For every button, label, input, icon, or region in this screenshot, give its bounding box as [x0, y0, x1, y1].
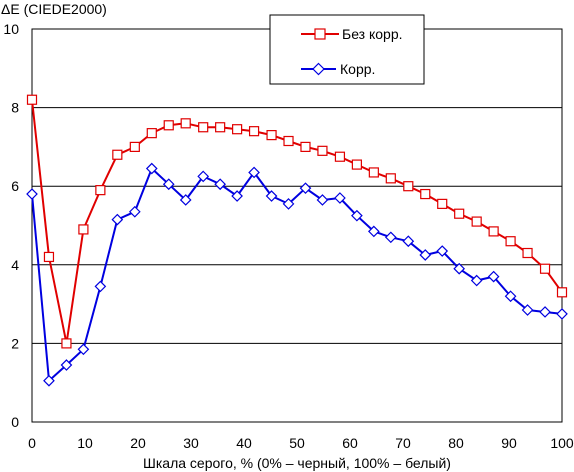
y-tick-label-1: 2 [11, 335, 19, 351]
series-2-point-22 [402, 235, 415, 248]
series-2-point-2 [60, 359, 73, 371]
series-1-point-27 [488, 226, 499, 237]
y-tick-label-0: 0 [11, 414, 19, 430]
x-tick-label-4: 40 [236, 435, 252, 451]
series-2-point-12 [231, 190, 243, 202]
legend-marker-series-1 [314, 28, 326, 40]
series-2-point-31 [556, 308, 568, 320]
series-line-1 [31, 99, 563, 345]
series-1-point-5 [112, 149, 123, 160]
series-1-point-26 [471, 216, 482, 227]
series-2-point-24 [436, 245, 449, 257]
series-2-point-27 [487, 270, 500, 283]
series-1-point-11 [215, 122, 226, 133]
series-1-point-3 [78, 224, 89, 235]
series-1-point-14 [266, 130, 277, 141]
series-1-point-25 [454, 208, 465, 219]
series-2-point-30 [539, 306, 551, 318]
series-2-point-8 [162, 178, 175, 191]
series-1-point-23 [420, 188, 431, 200]
series-2-point-23 [419, 249, 432, 261]
series-2-point-0 [26, 188, 38, 200]
series-2-point-16 [299, 182, 312, 195]
x-tick-label-7: 70 [395, 435, 411, 451]
series-2-point-11 [214, 178, 226, 191]
x-tick-labels: 0 10 20 30 40 50 60 70 80 90 100 [28, 435, 574, 451]
series-1-point-15 [283, 135, 294, 147]
x-tick-label-5: 50 [289, 435, 305, 451]
x-tick-label-1: 10 [77, 435, 93, 451]
series-1-point-17 [317, 145, 328, 156]
grid-lines [32, 107, 562, 344]
y-tick-labels: 0 2 4 6 8 10 [3, 21, 19, 430]
series-1-point-13 [248, 126, 260, 137]
series-1-point-0 [26, 94, 38, 105]
series-1-point-20 [368, 167, 379, 178]
series-1-point-2 [61, 338, 72, 349]
y-tick-label-4: 8 [11, 100, 19, 116]
legend-box [269, 14, 425, 85]
series-1-point-28 [505, 236, 516, 247]
series-2-point-29 [521, 304, 534, 316]
x-tick-label-2: 20 [130, 435, 146, 451]
series-2-point-19 [351, 209, 363, 222]
series-1-point-6 [129, 141, 140, 152]
y-tick-label-2: 4 [11, 257, 19, 273]
legend: Без корр. Корр. [269, 14, 425, 85]
series-1-point-16 [300, 141, 311, 152]
y-tick-label-3: 6 [11, 178, 19, 194]
legend-label-series-1: Без корр. [342, 26, 403, 42]
series-2-point-4 [94, 280, 107, 293]
series-2-point-3 [77, 343, 90, 356]
series-group [26, 94, 568, 387]
x-tick-label-0: 0 [28, 435, 36, 451]
series-line-2 [31, 167, 563, 382]
series-1-point-24 [437, 198, 448, 209]
x-tick-label-10: 100 [550, 435, 574, 451]
series-2-point-17 [316, 194, 329, 206]
y-axis-label: ΔE (CIEDE2000) [1, 1, 107, 17]
series-2-point-9 [179, 194, 192, 206]
x-tick-label-3: 30 [183, 435, 199, 451]
series-1-point-22 [403, 181, 414, 192]
x-tick-label-6: 60 [342, 435, 358, 451]
series-1-point-8 [163, 120, 174, 131]
series-2-point-15 [282, 198, 295, 210]
series-2-point-21 [384, 231, 397, 244]
x-tick-label-8: 80 [448, 435, 464, 451]
series-1-point-29 [522, 247, 533, 259]
series-1-point-9 [180, 118, 191, 129]
legend-label-series-2: Корр. [340, 61, 375, 77]
x-axis-label: Шкала серого, % (0% – черный, 100% – бел… [143, 455, 451, 471]
series-1-point-18 [334, 151, 346, 162]
series-2-point-20 [368, 225, 380, 238]
series-2-point-28 [504, 290, 517, 303]
series-2-point-25 [453, 262, 466, 275]
series-2-point-18 [334, 192, 346, 204]
series-1-point-10 [198, 122, 209, 133]
series-2-point-5 [111, 213, 124, 226]
series-1-point-4 [95, 185, 106, 196]
series-2-point-14 [265, 190, 278, 202]
legend-marker-series-2 [312, 62, 325, 76]
x-tick-label-9: 90 [501, 435, 517, 451]
series-2-point-7 [145, 162, 158, 175]
series-2-point-13 [248, 166, 260, 179]
series-2-point-6 [128, 205, 141, 218]
series-1-point-19 [351, 159, 362, 170]
series-1-point-30 [539, 263, 551, 274]
series-1-point-12 [232, 124, 243, 135]
series-1-point-31 [556, 287, 568, 298]
series-1-point-21 [385, 173, 396, 184]
series-1-point-1 [43, 251, 55, 263]
series-2-point-10 [197, 170, 210, 183]
series-1-point-7 [146, 128, 157, 139]
y-tick-label-5: 10 [3, 21, 19, 37]
series-2-point-26 [470, 274, 483, 287]
series-2-point-1 [43, 374, 55, 387]
